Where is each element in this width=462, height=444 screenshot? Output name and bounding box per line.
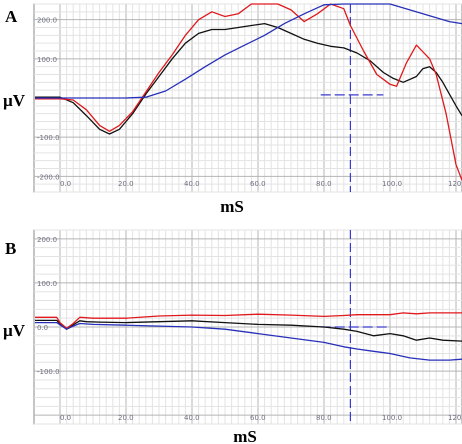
panel-a-x-tick-label: 60.0: [250, 180, 266, 188]
panel-b-x-tick-label: 80.0: [316, 414, 332, 422]
panel-a-tick-labels: 0.0 20.0 40.0 60.0 80.0 100.0 120.0 200.0 100.0 -…: [37, 17, 462, 188]
panel-b-y-tick-label: 100.0: [37, 280, 57, 288]
panel-a-ylabel: µV: [3, 91, 26, 110]
panel-b-series-red-trace: [35, 312, 462, 329]
panel-a-y-tick-label: -200.0: [37, 173, 60, 181]
panel-b-x-tick-label: 100.0: [382, 414, 402, 422]
panel-b-x-tick-label: 20.0: [118, 414, 134, 422]
panel-b-cursor: [320, 230, 387, 424]
panel-b-y-tick-label: 0.0: [37, 324, 48, 332]
panel-a-x-tick-label: 20.0: [118, 180, 134, 188]
panel-a-series-blue-trace: [35, 3, 462, 99]
panel-b-xlabel: mS: [233, 427, 257, 444]
panel-a-series: [35, 3, 462, 181]
panel-b-ylabel: µV: [3, 321, 26, 340]
panel-b-x-tick-label: 120.0: [448, 414, 462, 422]
panel-a-x-tick-label: 0.0: [60, 180, 71, 188]
panel-b-label: B: [5, 239, 16, 258]
panel-a-y-tick-label: -100.0: [37, 134, 60, 142]
panel-b-series-black-trace: [35, 319, 462, 342]
panel-a-x-tick-label: 80.0: [316, 180, 332, 188]
panel-a-y-tick-label: 100.0: [37, 56, 57, 64]
panel-b-x-tick-label: 60.0: [250, 414, 266, 422]
panel-b-y-tick-label: -100.0: [37, 368, 60, 376]
panel-a-label: A: [5, 7, 18, 26]
panel-b-x-tick-label: 40.0: [184, 414, 200, 422]
panel-b-x-tick-label: 0.0: [60, 414, 71, 422]
panel-a-x-tick-label: 120.0: [448, 180, 462, 188]
panel-a-y-tick-label: 200.0: [37, 17, 57, 25]
panel-a-cursor: [320, 4, 384, 192]
panel-a-x-tick-label: 40.0: [184, 180, 200, 188]
panel-a-x-tick-label: 100.0: [382, 180, 402, 188]
panel-b-series: [35, 312, 462, 361]
panel-b: 0.0 20.0 40.0 60.0 80.0 100.0 120.0 200.0 100.0 0…: [3, 229, 462, 444]
panel-a: 0.0 20.0 40.0 60.0 80.0 100.0 120.0 200.0 100.0 -…: [3, 3, 462, 216]
panel-a-xlabel: mS: [220, 197, 244, 216]
panel-b-series-blue-trace: [35, 321, 462, 361]
panel-b-y-tick-label: 200.0: [37, 236, 57, 244]
panel-a-series-red-trace: [35, 3, 462, 181]
panel-b-tick-labels: 0.0 20.0 40.0 60.0 80.0 100.0 120.0 200.0 100.0 0…: [37, 236, 462, 422]
